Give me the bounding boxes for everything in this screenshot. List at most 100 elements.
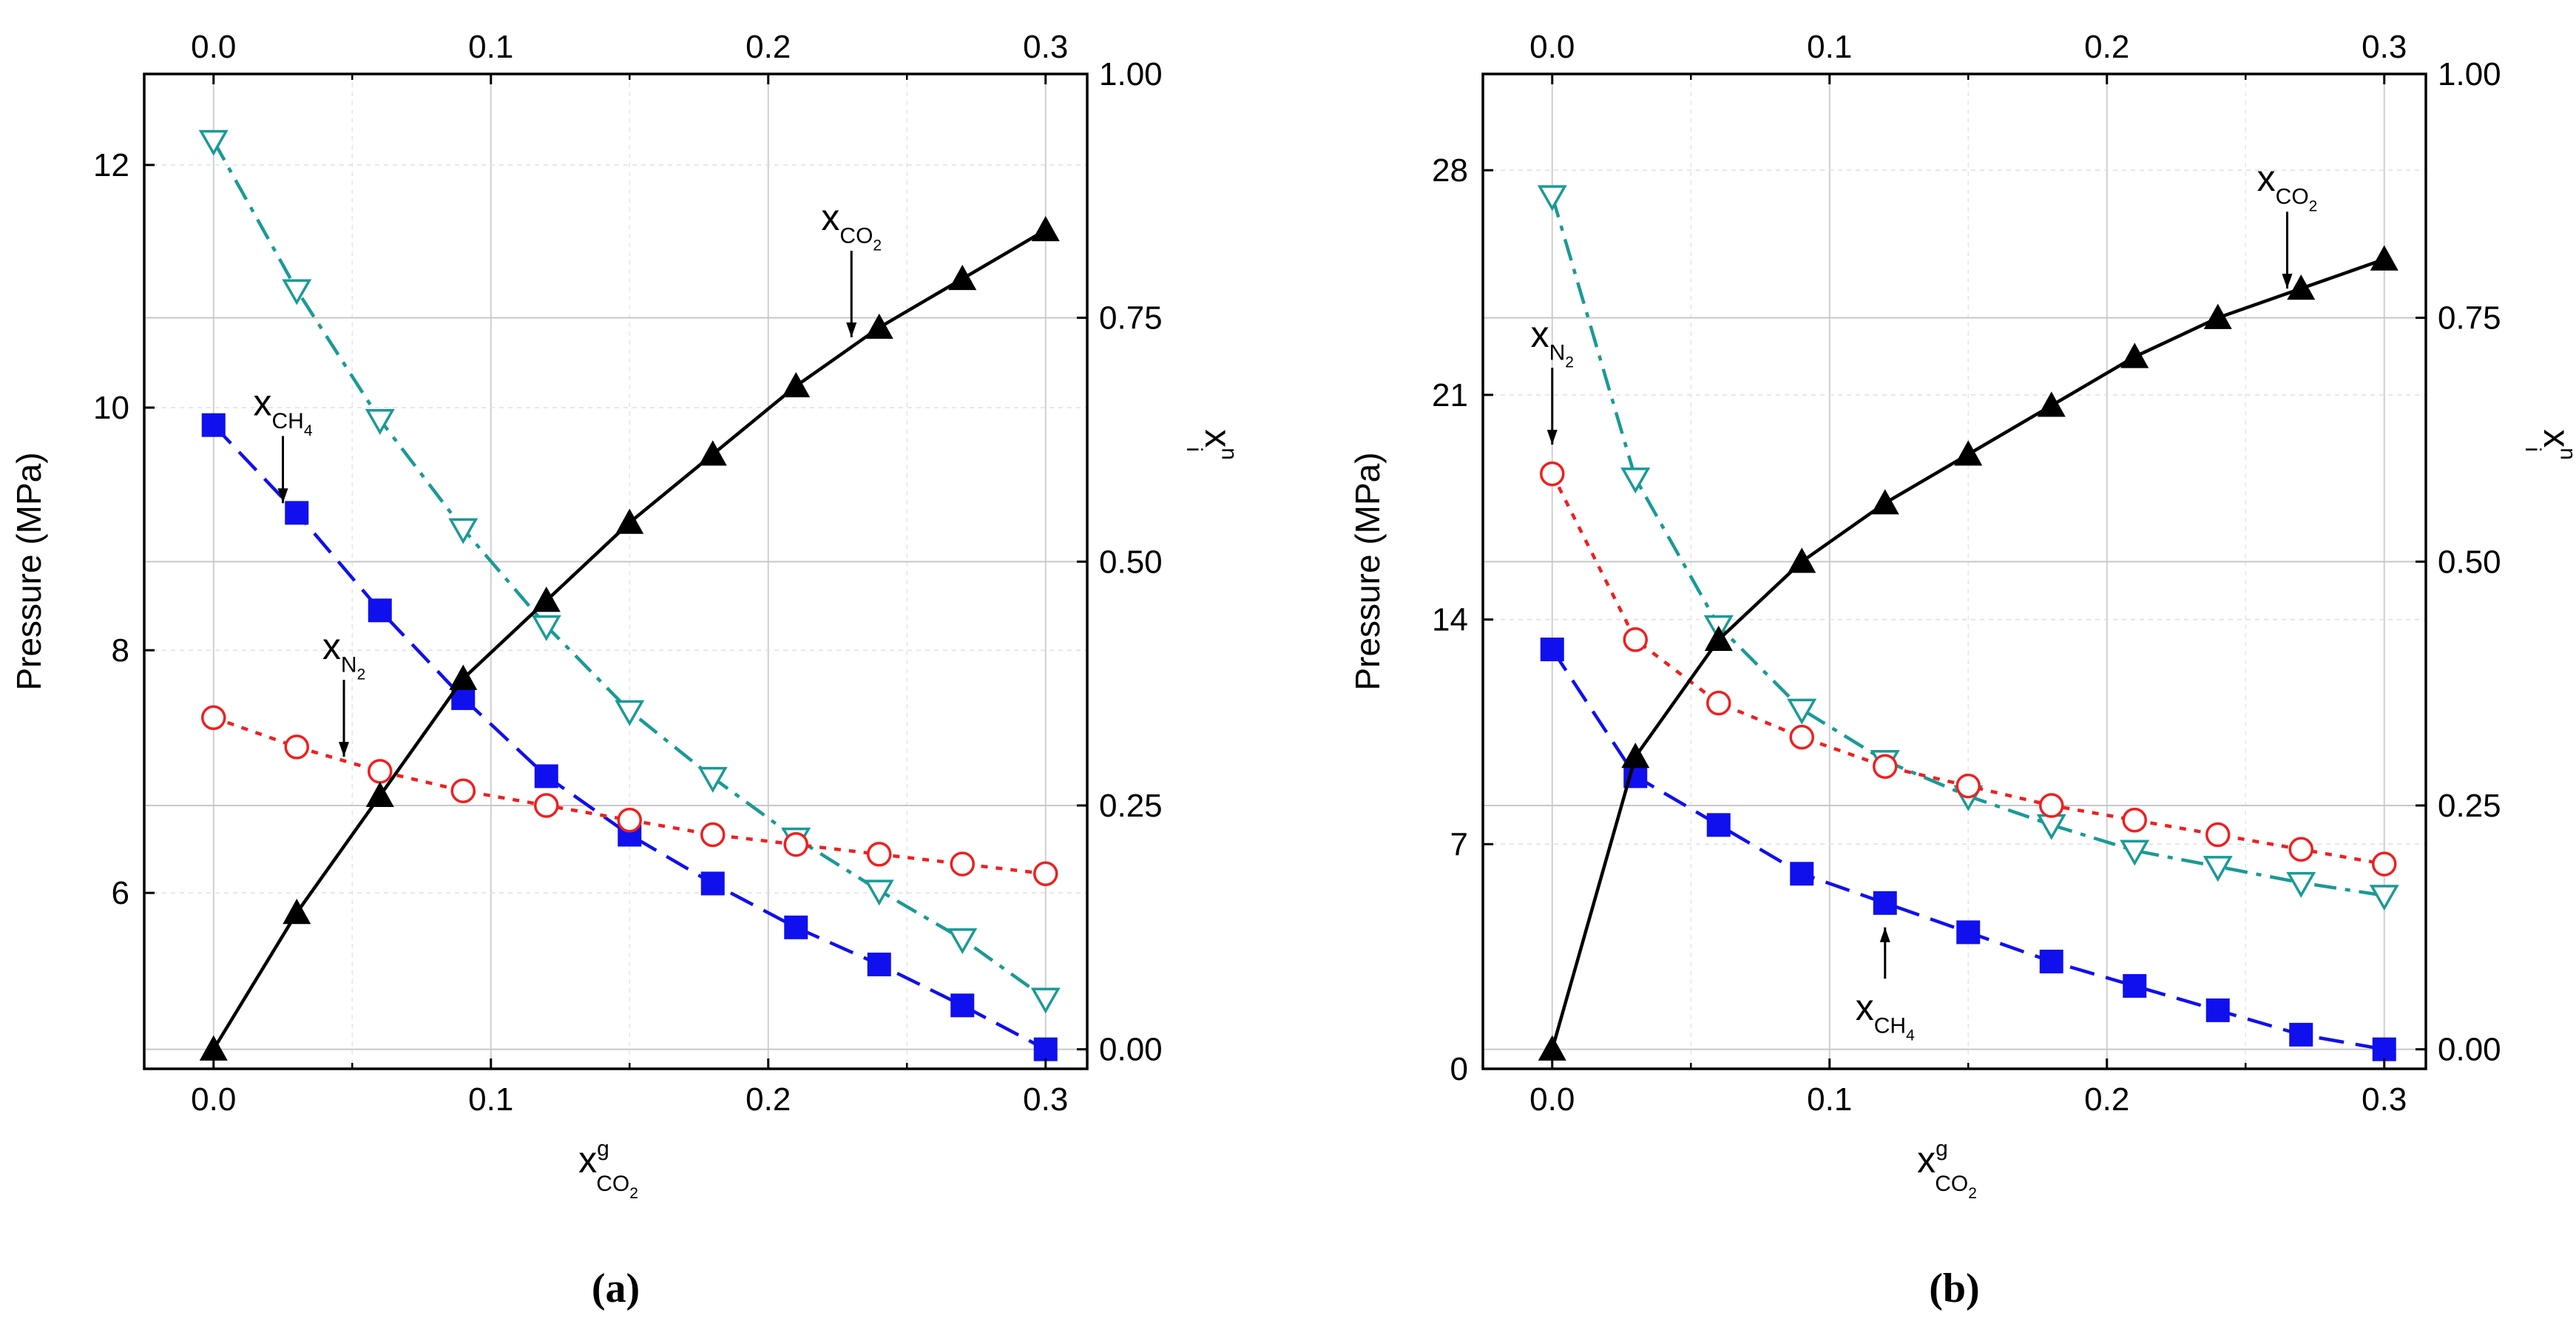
annotation-ch4: xCH4 bbox=[253, 382, 313, 504]
data-point bbox=[2203, 303, 2232, 329]
annotation-n2: xN2 bbox=[1531, 314, 1574, 445]
data-point bbox=[2123, 973, 2147, 998]
data-point bbox=[947, 928, 978, 955]
data-point bbox=[368, 598, 392, 623]
y2-axis-title: xni bbox=[2521, 429, 2576, 460]
data-point bbox=[864, 879, 894, 906]
data-point bbox=[368, 759, 393, 784]
data-point bbox=[1031, 215, 1060, 242]
data-point bbox=[697, 766, 728, 793]
data-point bbox=[950, 851, 975, 877]
data-point bbox=[2203, 856, 2233, 882]
x-top-tick-label: 0.3 bbox=[2362, 29, 2407, 65]
y-axis-title: Pressure (MPa) bbox=[1348, 452, 1387, 690]
x-top-tick-label: 0.3 bbox=[1023, 29, 1068, 65]
data-point bbox=[201, 705, 226, 731]
y-tick-label: 6 bbox=[112, 875, 129, 911]
data-point bbox=[1873, 754, 1898, 779]
annotation-arrowhead bbox=[1546, 430, 1558, 445]
x-tick-label: 0.2 bbox=[2084, 1081, 2129, 1118]
data-point bbox=[700, 822, 726, 848]
x-tick-label: 0.2 bbox=[746, 1081, 791, 1118]
data-point bbox=[782, 371, 811, 398]
x-axis-title: xg CO2 bbox=[1917, 1137, 1977, 1203]
y2-axis-title: xni bbox=[1182, 429, 1242, 460]
data-point bbox=[450, 778, 476, 803]
series-pressure bbox=[198, 129, 1061, 1014]
x-tick-label: 0.1 bbox=[468, 1081, 513, 1118]
data-point bbox=[615, 700, 645, 726]
series-x-ch4 bbox=[1540, 637, 2396, 1061]
data-point bbox=[1954, 440, 1983, 466]
data-point bbox=[948, 264, 977, 291]
y-tick-label: 14 bbox=[1432, 602, 1468, 638]
annotation-label: xCO2 bbox=[821, 197, 882, 254]
data-point bbox=[1790, 862, 1814, 886]
data-point bbox=[2289, 1022, 2313, 1047]
y2-tick-label: 0.50 bbox=[1099, 544, 1163, 580]
data-point bbox=[1706, 690, 1731, 716]
annotation-n2: xN2 bbox=[322, 626, 365, 757]
x-tick-label: 0.0 bbox=[191, 1081, 236, 1118]
data-point bbox=[784, 915, 808, 939]
data-point bbox=[1788, 547, 1816, 573]
grid bbox=[144, 73, 1087, 1069]
annotation-arrowhead bbox=[2282, 274, 2293, 289]
data-point bbox=[201, 413, 226, 437]
panel-caption: (b) bbox=[1929, 1266, 1979, 1311]
data-point bbox=[950, 993, 975, 1018]
panel-a: 0.0 0.1 0.2 0.3 0.0 0.1 0.2 0.3 6 8 10 12 0.00 0.25 0.… bbox=[10, 29, 1242, 1311]
annotation-arrowhead bbox=[846, 322, 857, 338]
data-point bbox=[1787, 698, 1817, 725]
y-tick-label: 10 bbox=[93, 390, 129, 426]
data-point bbox=[1873, 891, 1897, 915]
data-point bbox=[698, 440, 727, 466]
data-point bbox=[2120, 342, 2149, 368]
data-point bbox=[534, 793, 559, 818]
data-point bbox=[1955, 773, 1981, 799]
annotation-arrowhead bbox=[277, 488, 288, 504]
data-point bbox=[1538, 1035, 1566, 1061]
x-axis-title: xg CO2 bbox=[578, 1137, 638, 1203]
annotation-label: xN2 bbox=[1531, 314, 1574, 371]
data-point bbox=[2039, 793, 2064, 818]
series-x-ch4 bbox=[201, 413, 1058, 1061]
data-point bbox=[1540, 461, 1565, 487]
y2-tick-label: 0.50 bbox=[2438, 544, 2501, 580]
annotation-arrowhead bbox=[1879, 927, 1890, 942]
series-x-n2 bbox=[201, 705, 1058, 887]
y2-tick-label: 0.00 bbox=[1099, 1032, 1163, 1068]
annotation-arrowhead bbox=[339, 742, 349, 757]
data-point bbox=[2370, 245, 2398, 271]
data-point bbox=[1623, 627, 1648, 652]
data-point bbox=[867, 952, 891, 976]
data-point bbox=[1030, 987, 1061, 1014]
x-top-tick-label: 0.0 bbox=[1529, 29, 1575, 65]
data-point bbox=[1789, 724, 1814, 750]
data-point bbox=[283, 899, 311, 925]
data-point bbox=[198, 129, 229, 156]
y-tick-label: 21 bbox=[1432, 377, 1468, 413]
data-point bbox=[1956, 920, 1981, 945]
y2-tick-label: 0.75 bbox=[1099, 300, 1163, 337]
series-line bbox=[212, 424, 1047, 1051]
data-point bbox=[1537, 185, 1567, 212]
annotation-co2: xCO2 bbox=[2257, 158, 2317, 289]
data-point bbox=[532, 587, 561, 612]
series-x-co2 bbox=[1538, 245, 2398, 1061]
data-point bbox=[2122, 808, 2147, 833]
data-point bbox=[2372, 851, 2397, 877]
data-point bbox=[448, 518, 479, 544]
x-tick-label: 0.1 bbox=[1807, 1081, 1852, 1118]
data-point bbox=[1620, 467, 1651, 494]
data-point bbox=[865, 313, 893, 340]
data-point bbox=[534, 764, 558, 788]
y2-tick-label: 0.75 bbox=[2438, 300, 2501, 337]
data-point bbox=[199, 1035, 228, 1061]
series-x-n2 bbox=[1540, 461, 2397, 877]
axes: 0.0 0.1 0.2 0.3 0.0 0.1 0.2 0.3 6 8 10 12 0.00 0.25 0.… bbox=[10, 29, 1242, 1202]
y-tick-label: 7 bbox=[1450, 826, 1468, 862]
data-point bbox=[2039, 949, 2063, 973]
data-point bbox=[1540, 637, 1564, 661]
